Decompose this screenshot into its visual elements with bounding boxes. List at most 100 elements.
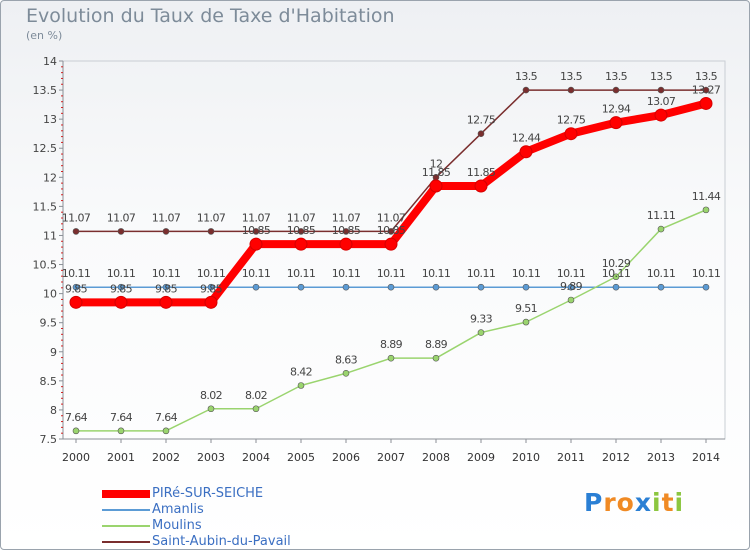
- x-tick-label: 2011: [557, 451, 585, 464]
- x-tick-label: 2006: [332, 451, 360, 464]
- data-point: [612, 273, 620, 281]
- data-point: [339, 237, 353, 251]
- data-label: 11.07: [242, 211, 271, 224]
- data-label: 10.11: [377, 267, 406, 280]
- data-label: 10.85: [332, 224, 361, 237]
- logo-letter: x: [634, 488, 652, 517]
- data-label: 8.42: [290, 365, 312, 378]
- data-point: [432, 283, 440, 291]
- data-label: 13.5: [560, 70, 583, 83]
- data-label: 10.11: [692, 267, 721, 280]
- data-point: [252, 405, 260, 413]
- data-point: [342, 369, 350, 377]
- data-point: [252, 228, 260, 235]
- data-label: 11.07: [152, 211, 181, 224]
- data-label: 10.11: [422, 267, 451, 280]
- data-point: [207, 405, 215, 413]
- data-point: [477, 283, 485, 291]
- y-tick-label: 12: [43, 171, 57, 184]
- data-label: 8.02: [200, 389, 222, 402]
- data-point: [207, 228, 215, 235]
- legend-label: Saint-Aubin-du-Pavail: [152, 534, 291, 549]
- data-label: 10.29: [602, 257, 631, 270]
- data-label: 13.5: [605, 70, 628, 83]
- data-label: 13.07: [647, 95, 676, 108]
- legend-swatch: [102, 525, 150, 527]
- y-tick-label: 10.5: [33, 259, 58, 272]
- data-point: [612, 283, 620, 291]
- series-saint-aubin-du-pavail: [72, 86, 710, 235]
- data-point: [342, 228, 350, 235]
- data-label: 11.44: [692, 190, 721, 203]
- x-tick-label: 2014: [692, 451, 720, 464]
- data-label: 11.07: [62, 211, 91, 224]
- x-tick-label: 2007: [377, 451, 405, 464]
- legend-label: PIRé-SUR-SEICHE: [152, 486, 264, 501]
- data-point: [117, 427, 125, 435]
- data-point: [474, 179, 488, 193]
- data-point: [522, 86, 530, 94]
- data-label: 11.07: [332, 211, 361, 224]
- logo-letter: P: [584, 488, 604, 517]
- data-point: [477, 130, 485, 137]
- data-point: [657, 225, 665, 233]
- labels-amanlis: 10.11 10.11 10.11 10.11 10.11 10.11 10.11 10.11…: [62, 267, 721, 280]
- data-label: 10.11: [557, 267, 586, 280]
- x-tick-label: 2004: [242, 451, 270, 464]
- data-point: [567, 296, 575, 304]
- y-tick-label: 9: [50, 346, 57, 359]
- y-tick-label: 8: [50, 404, 57, 417]
- data-point: [252, 283, 260, 291]
- x-tick-label: 2012: [602, 451, 630, 464]
- logo-letter: t: [661, 488, 675, 517]
- data-label: 9.33: [470, 313, 493, 326]
- data-label: 12: [430, 157, 443, 170]
- logo-letter: i: [674, 488, 685, 517]
- data-point: [159, 295, 173, 309]
- labels-moulins: 7.64 7.64 7.64 8.02 8.02 8.42 8.63 8.89 8.89 9.33…: [65, 190, 721, 424]
- data-label: 13.5: [515, 70, 538, 83]
- data-point: [387, 228, 395, 235]
- unit-label: (en %): [26, 29, 63, 42]
- y-tick-label: 10: [43, 288, 57, 301]
- data-label: 13.27: [692, 83, 721, 96]
- data-point: [702, 206, 710, 214]
- data-label: 11.07: [197, 211, 226, 224]
- data-point: [207, 283, 215, 291]
- data-point: [567, 283, 575, 291]
- logo-letter: r: [603, 488, 617, 517]
- y-tick-label: 12.5: [33, 142, 58, 155]
- labels-saint-aubin-du-pavail: 11.07 11.07 11.07 11.07 11.07 11.07 11.07 11.07…: [62, 70, 718, 224]
- data-point: [612, 86, 620, 94]
- x-tick-label: 2008: [422, 451, 450, 464]
- legend-label: Moulins: [152, 518, 202, 533]
- series-amanlis: [72, 283, 710, 291]
- data-label: 10.11: [512, 267, 541, 280]
- data-label: 9.85: [110, 282, 133, 295]
- data-point: [609, 116, 623, 130]
- data-point: [702, 283, 710, 291]
- data-label: 10.11: [287, 267, 316, 280]
- x-tick-label: 2009: [467, 451, 495, 464]
- data-label: 10.11: [152, 267, 181, 280]
- legend-swatch: [102, 509, 150, 511]
- data-label: 10.11: [647, 267, 676, 280]
- series-moulins: [72, 206, 710, 435]
- proxiti-logo: Proxiti: [584, 488, 684, 517]
- x-tick-label: 2005: [287, 451, 315, 464]
- data-point: [654, 108, 668, 122]
- data-point: [162, 427, 170, 435]
- x-tick-label: 2013: [647, 451, 675, 464]
- data-point: [162, 228, 170, 235]
- data-point: [72, 228, 80, 235]
- legend-label: Amanlis: [152, 502, 204, 517]
- data-point: [297, 228, 305, 235]
- y-tick-label: 13.5: [33, 84, 58, 97]
- data-point: [72, 283, 80, 291]
- data-point: [387, 283, 395, 291]
- data-label: 7.64: [110, 411, 133, 424]
- data-point: [204, 295, 218, 309]
- y-tick-label: 13: [43, 113, 57, 126]
